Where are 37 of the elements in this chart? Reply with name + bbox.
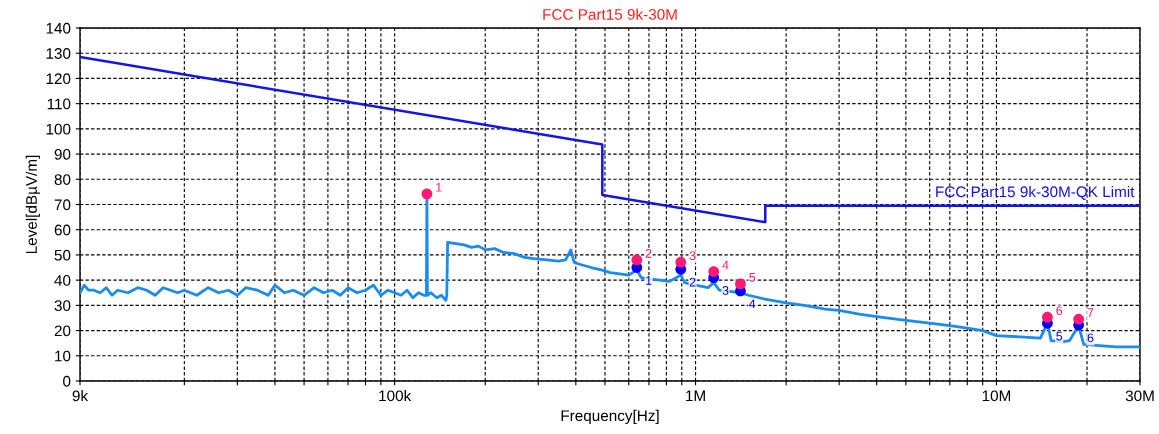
y-tick-label: 100 [46,123,71,135]
y-tick-label: 120 [46,73,71,85]
x-tick-label: 9k [72,390,89,402]
annotation: 4 [722,260,729,270]
x-axis-title: Frequency[Hz] [561,409,659,425]
annotation: 5 [749,273,756,282]
annotation: 4 [749,299,756,309]
y-tick-label: 20 [54,325,71,337]
chart-title: FCC Part15 9k-30M [543,8,677,20]
x-tick-label: 10M [982,390,1011,402]
annotation: 1 [646,276,652,285]
y-tick-label: 10 [55,350,71,362]
y-tick-label: 30 [54,300,71,312]
y-tick-label: 40 [54,275,71,286]
y-tick-label: 50 [54,249,71,261]
annotation: 6 [1056,306,1063,316]
y-tick-label: 0 [63,375,71,387]
annotation: 5 [1056,331,1063,341]
x-tick-label: 1M [686,390,705,402]
x-tick-label: 100k [379,390,412,402]
y-tick-label: 110 [47,98,71,110]
y-tick-label: 70 [54,199,71,211]
y-tick-label: 90 [54,148,71,160]
y-tick-label: 60 [54,224,71,236]
annotation: 3 [722,286,729,295]
annotation: 1 [436,182,442,192]
y-tick-label: 80 [54,174,71,185]
annotation: 3 [689,251,696,261]
annotation: 2 [645,248,652,258]
x-tick-label: 30M [1125,390,1154,402]
annotation: 6 [1087,333,1094,343]
series-label: FCC Part15 9k-30M-QK Limit [936,185,1135,200]
y-tick-label: 140 [46,22,71,34]
annotation: 7 [1087,308,1094,317]
y-axis-title: Level[dBµV/m] [25,155,40,254]
y-tick-label: 130 [46,48,71,59]
annotation: 2 [689,277,696,287]
